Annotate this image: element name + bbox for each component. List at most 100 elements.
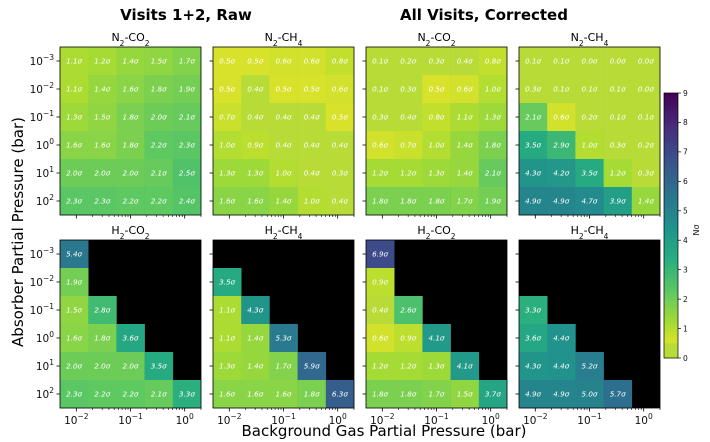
heatmap-cell — [603, 187, 633, 216]
colorbar-segment — [664, 319, 678, 324]
cell-label: 1.8σ — [372, 197, 388, 206]
heatmap-cell — [519, 159, 548, 188]
cell-label: 1.7σ — [276, 362, 292, 371]
heatmap-cell — [325, 47, 355, 76]
colorbar-segment — [664, 101, 678, 106]
cell-label: 1.2σ — [610, 169, 626, 178]
panel-title: H2-CH4 — [571, 224, 609, 241]
heatmap-cell — [422, 47, 451, 76]
panel-5: 5.4σ 1.9σ 1.5σ 2.8σ 1.6σ 1.8σ 3.6σ 2.0σ 2.0σ 2.0σ… — [30, 224, 202, 427]
colorbar-segment — [664, 355, 678, 359]
group-title-corrected: All Visits, Corrected — [400, 6, 568, 24]
cell-label: 0.4σ — [304, 169, 320, 178]
heatmap-cell — [60, 187, 89, 216]
x-tick-label: 100 — [635, 412, 653, 427]
heatmap-cell — [213, 187, 242, 216]
cell-label: 2.0σ — [94, 362, 110, 371]
cell-label: 1.1σ — [457, 113, 473, 122]
heatmap-cell — [144, 159, 174, 188]
cell-label: 1.4σ — [457, 141, 473, 150]
heatmap-cell — [603, 159, 633, 188]
heatmap-cell — [575, 47, 604, 76]
heatmap-cell — [450, 187, 480, 216]
cell-label: 0.6σ — [372, 334, 388, 343]
heatmap-cell — [325, 75, 355, 104]
heatmap-cell — [394, 131, 423, 160]
heatmap-cell — [269, 47, 298, 76]
cell-label: 1.3σ — [429, 362, 445, 371]
heatmap-cell — [297, 75, 327, 104]
colorbar-segment — [664, 328, 678, 332]
cell-label: 0.1σ — [582, 85, 598, 94]
cell-label: 1.6σ — [66, 334, 82, 343]
colorbar-segment — [664, 213, 678, 218]
panel-4: 0.1σ 0.1σ 0.0σ 0.0σ 0.0σ 0.3σ 0.1σ 0.1σ 0.1σ 0.0σ… — [515, 31, 661, 219]
colorbar-frame — [663, 92, 679, 359]
x-tick-label: 10−2 — [523, 412, 548, 427]
heatmap-cell — [325, 380, 355, 409]
cell-label: 0.0σ — [582, 57, 598, 66]
cell-label: 1.2σ — [400, 362, 416, 371]
heatmap-cell — [366, 324, 395, 353]
heatmap-cell — [60, 240, 89, 269]
heatmap-cell — [575, 159, 604, 188]
heatmap-cell — [366, 240, 395, 269]
cell-label: 0.3σ — [400, 85, 416, 94]
colorbar-segment — [664, 151, 678, 156]
y-tick-label: 102 — [36, 386, 54, 401]
heatmap-cell — [631, 75, 661, 104]
heatmap-cell — [60, 159, 89, 188]
heatmap-cell — [603, 47, 633, 76]
colorbar-segment — [664, 254, 678, 259]
y-tick-label: 102 — [36, 193, 54, 208]
heatmap-cell — [144, 187, 174, 216]
colorbar-segment — [664, 222, 678, 226]
cell-label: 1.8σ — [304, 390, 320, 399]
cell-label: 3.5σ — [151, 362, 167, 371]
cell-label: 3.5σ — [525, 141, 541, 150]
colorbar-segment — [664, 337, 678, 341]
x-tick-label: 100 — [482, 412, 500, 427]
cell-label: 2.2σ — [151, 197, 167, 206]
cell-label: 1.0σ — [276, 169, 292, 178]
cell-label: 0.4σ — [276, 113, 292, 122]
heatmap-cell — [269, 352, 298, 381]
y-tick-label: 10−2 — [30, 81, 55, 96]
heatmap-cell — [88, 380, 117, 409]
cell-label: 0.0σ — [610, 57, 626, 66]
cell-label: 0.9σ — [247, 141, 263, 150]
y-tick-label: 101 — [36, 165, 54, 180]
heatmap-cell — [478, 47, 508, 76]
cell-label: 1.7σ — [457, 197, 473, 206]
y-tick-label: 10−1 — [30, 302, 55, 317]
cell-label: 1.3σ — [247, 169, 263, 178]
colorbar-segment — [664, 193, 678, 197]
heatmap-cell — [631, 103, 661, 132]
heatmap-cell — [241, 103, 270, 132]
cell-label: 0.2σ — [582, 113, 598, 122]
colorbar-segment — [664, 166, 678, 170]
heatmap-cell — [116, 187, 145, 216]
heatmap-cell — [297, 380, 327, 409]
cell-label: 0.3σ — [610, 141, 626, 150]
colorbar-segment — [664, 184, 678, 188]
colorbar-segment — [664, 148, 678, 153]
cell-label: 2.0σ — [66, 362, 82, 371]
heatmap-cell — [519, 296, 548, 325]
heatmap-cell — [422, 380, 451, 409]
x-tick-label: 10−1 — [118, 412, 143, 427]
cell-label: 2.8σ — [94, 306, 110, 315]
colorbar-segment — [664, 143, 678, 147]
colorbar-segment — [664, 207, 678, 212]
heatmap-cell — [60, 296, 89, 325]
colorbar-segment — [664, 257, 678, 262]
heatmap-cell — [603, 75, 633, 104]
cell-label: 1.8σ — [372, 390, 388, 399]
heatmap-cell — [575, 131, 604, 160]
heatmap-cell — [213, 103, 242, 132]
heatmap-cell — [144, 103, 174, 132]
heatmap-cell — [297, 352, 327, 381]
cell-label: 2.2σ — [94, 390, 110, 399]
colorbar-segment — [664, 98, 678, 103]
